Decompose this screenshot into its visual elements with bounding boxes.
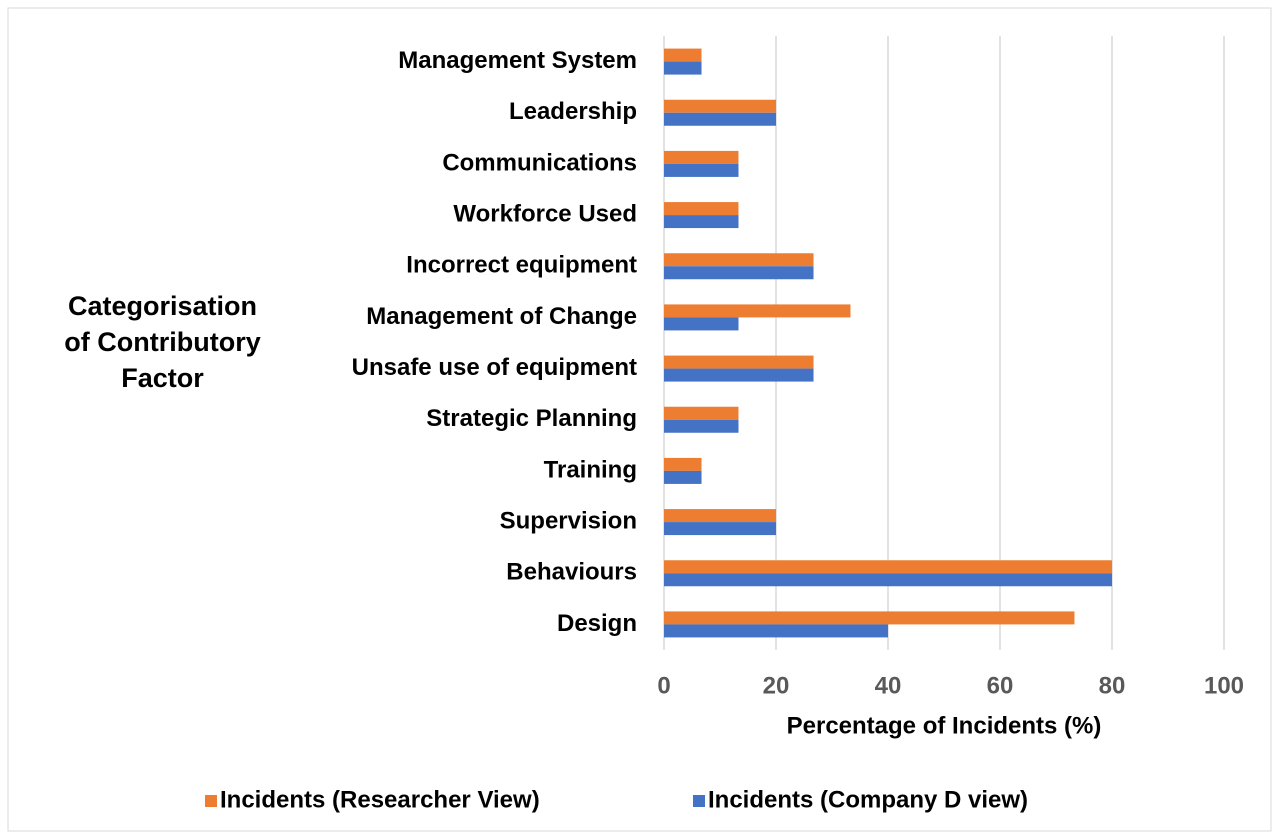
bar — [664, 150, 739, 164]
bar — [664, 266, 814, 280]
y-tick-label: Workforce Used — [453, 200, 637, 227]
bar — [664, 48, 702, 62]
x-tick-label: 40 — [875, 672, 902, 699]
bar — [664, 355, 814, 369]
bar — [664, 112, 776, 126]
y-tick-label: Design — [557, 610, 637, 637]
bar — [664, 509, 776, 523]
x-tick-label: 80 — [1099, 672, 1126, 699]
bar — [664, 406, 739, 420]
bar — [664, 61, 702, 75]
bar — [664, 368, 814, 382]
y-tick-label: Training — [544, 456, 637, 483]
y-tick-label: Supervision — [500, 507, 637, 534]
y-tick-label: Unsafe use of equipment — [352, 354, 637, 381]
legend-label: Incidents (Company D view) — [708, 786, 1028, 813]
y-tick-label: Management System — [398, 47, 637, 74]
bar — [664, 624, 888, 638]
bar — [664, 99, 776, 113]
bar — [664, 215, 739, 229]
y-tick-label: Management of Change — [366, 303, 637, 330]
x-tick-label: 0 — [657, 672, 670, 699]
legend-swatch — [693, 795, 705, 807]
legend-swatch — [205, 795, 217, 807]
x-tick-label: 60 — [987, 672, 1014, 699]
x-axis-title: Percentage of Incidents (%) — [787, 712, 1102, 739]
y-tick-label: Communications — [442, 149, 637, 176]
y-tick-label: Strategic Planning — [426, 405, 637, 432]
bar — [664, 163, 739, 177]
y-axis-title: Categorisation of Contributory Factor — [64, 291, 261, 393]
bar — [664, 573, 1112, 587]
bar — [664, 419, 739, 433]
y-tick-label: Incorrect equipment — [406, 252, 637, 279]
bar — [664, 202, 739, 216]
y-tick-label: Behaviours — [506, 559, 637, 586]
chart-border — [7, 7, 1272, 832]
x-tick-label: 20 — [763, 672, 790, 699]
bar — [664, 560, 1112, 574]
bar — [664, 317, 739, 331]
bar — [664, 470, 702, 484]
bar — [664, 253, 814, 267]
bar — [664, 304, 851, 318]
bar — [664, 522, 776, 536]
bar — [664, 611, 1075, 625]
legend-label: Incidents (Researcher View) — [220, 786, 540, 813]
y-tick-label: Leadership — [509, 98, 637, 125]
x-tick-label: 100 — [1204, 672, 1244, 699]
bar — [664, 457, 702, 471]
